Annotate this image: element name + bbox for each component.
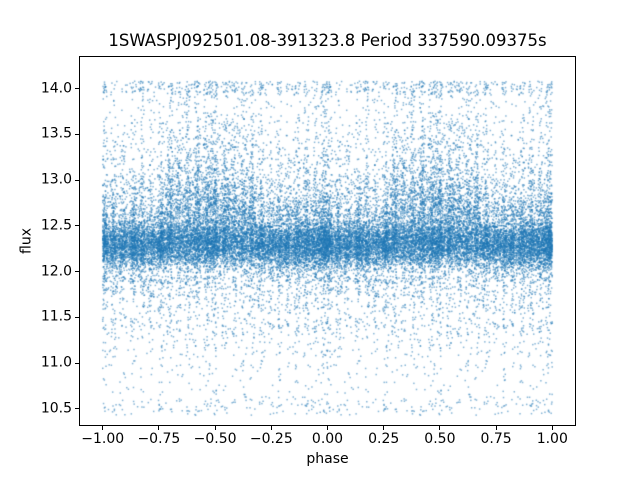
y-axis-label: flux [18,228,35,254]
x-tick-mark [495,426,497,430]
x-tick-label: 0.50 [424,431,456,447]
x-tick-label: −0.50 [193,431,237,447]
y-tick-label: 11.0 [40,354,72,371]
x-tick-mark [214,426,216,430]
y-tick-mark [75,133,79,135]
x-tick-label: −1.00 [81,431,125,447]
y-tick-label: 12.5 [40,217,72,234]
y-tick-label: 13.5 [40,125,72,142]
y-tick-mark [75,88,79,90]
y-tick-mark [75,362,79,364]
x-tick-mark [270,426,272,430]
scatter-points-canvas [80,57,575,425]
x-axis-label: phase [306,451,349,467]
axes-frame [79,56,576,426]
y-tick-mark [75,316,79,318]
x-tick-label: 0.25 [368,431,400,447]
x-tick-mark [102,426,104,430]
x-tick-mark [327,426,328,430]
x-tick-label: 0.00 [311,431,344,447]
y-tick-label: 10.5 [40,400,72,417]
x-tick-label: −0.75 [137,431,181,447]
x-tick-mark [383,426,385,430]
y-tick-label: 12.0 [40,263,72,280]
x-tick-label: −0.25 [249,431,293,447]
y-tick-label: 14.0 [40,80,72,97]
chart-title: 1SWASPJ092501.08-391323.8 Period 337590.… [108,31,547,50]
x-tick-mark [551,426,553,430]
y-tick-mark [75,179,79,181]
x-tick-label: 0.75 [480,431,512,447]
y-tick-mark [75,225,79,227]
y-tick-mark [75,408,79,410]
y-tick-label: 13.0 [40,171,72,188]
x-tick-label: 1.00 [536,431,568,447]
y-tick-label: 11.5 [40,308,72,325]
x-tick-mark [439,426,441,430]
x-tick-mark [158,426,160,430]
y-tick-mark [75,271,79,273]
